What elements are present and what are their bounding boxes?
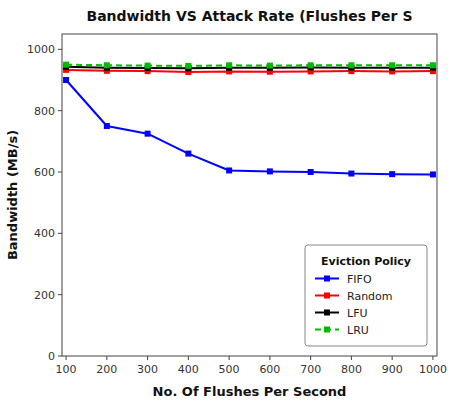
chart-title: Bandwidth VS Attack Rate (Flushes Per S bbox=[87, 8, 413, 24]
x-tick bbox=[106, 356, 107, 360]
x-tick-label: 900 bbox=[382, 363, 403, 376]
y-tick bbox=[58, 356, 62, 357]
series-line bbox=[66, 67, 433, 69]
x-tick-label: 300 bbox=[137, 363, 158, 376]
y-tick-label: 400 bbox=[34, 227, 55, 240]
x-tick-label: 800 bbox=[341, 363, 362, 376]
point-marker bbox=[308, 169, 314, 175]
x-tick-label: 500 bbox=[219, 363, 240, 376]
legend-label: FIFO bbox=[347, 273, 372, 286]
point-marker bbox=[348, 171, 354, 177]
point-marker bbox=[63, 62, 69, 68]
legend-label: LRU bbox=[347, 324, 369, 337]
legend-label: Random bbox=[347, 290, 393, 303]
point-marker bbox=[308, 62, 314, 68]
plot-frame bbox=[62, 34, 437, 356]
series-line bbox=[66, 65, 433, 66]
x-tick bbox=[392, 356, 393, 360]
y-tick bbox=[58, 49, 62, 50]
x-tick-label: 400 bbox=[178, 363, 199, 376]
point-marker bbox=[104, 123, 110, 129]
point-marker bbox=[430, 171, 436, 177]
x-axis-label: No. Of Flushes Per Second bbox=[153, 384, 347, 399]
point-marker bbox=[389, 171, 395, 177]
x-tick bbox=[269, 356, 270, 360]
x-tick bbox=[66, 356, 67, 360]
y-tick-label: 1000 bbox=[27, 43, 55, 56]
x-tick-label: 1000 bbox=[419, 363, 447, 376]
legend: Eviction Policy FIFO Random LFU LRU bbox=[305, 245, 427, 346]
legend-marker bbox=[324, 276, 330, 282]
x-tick-label: 600 bbox=[259, 363, 280, 376]
y-tick bbox=[58, 294, 62, 295]
point-marker bbox=[267, 168, 273, 174]
point-marker bbox=[63, 77, 69, 83]
point-marker bbox=[104, 62, 110, 68]
x-tick-label: 200 bbox=[96, 363, 117, 376]
y-tick bbox=[58, 172, 62, 173]
point-marker bbox=[185, 151, 191, 157]
x-tick bbox=[188, 356, 189, 360]
point-marker bbox=[226, 167, 232, 173]
point-marker bbox=[185, 63, 191, 69]
point-marker bbox=[389, 62, 395, 68]
series-line bbox=[66, 70, 433, 72]
point-marker bbox=[226, 62, 232, 68]
chart: 100 200 300 400 500 600 700 800 900 1000 0 200 400 60… bbox=[0, 0, 451, 412]
point-marker bbox=[145, 63, 151, 69]
y-axis-label: Bandwidth (MB/s) bbox=[5, 130, 20, 260]
x-tick-label: 100 bbox=[56, 363, 77, 376]
x-tick bbox=[147, 356, 148, 360]
x-tick bbox=[229, 356, 230, 360]
legend-marker bbox=[324, 310, 330, 316]
y-tick-label: 0 bbox=[48, 350, 55, 363]
point-marker bbox=[145, 131, 151, 137]
point-marker bbox=[348, 62, 354, 68]
legend-title: Eviction Policy bbox=[321, 255, 411, 268]
x-tick bbox=[351, 356, 352, 360]
data-group bbox=[63, 62, 436, 178]
point-marker bbox=[267, 63, 273, 69]
series-line bbox=[66, 80, 433, 174]
x-tick-label: 700 bbox=[300, 363, 321, 376]
x-tick bbox=[432, 356, 433, 360]
y-tick-label: 600 bbox=[34, 166, 55, 179]
point-marker bbox=[430, 62, 436, 68]
legend-marker bbox=[324, 327, 330, 333]
x-tick bbox=[310, 356, 311, 360]
y-tick bbox=[58, 110, 62, 111]
legend-marker bbox=[324, 293, 330, 299]
legend-box bbox=[305, 245, 427, 346]
legend-label: LFU bbox=[347, 307, 368, 320]
y-tick-label: 200 bbox=[34, 289, 55, 302]
y-tick bbox=[58, 233, 62, 234]
y-tick-label: 800 bbox=[34, 105, 55, 118]
